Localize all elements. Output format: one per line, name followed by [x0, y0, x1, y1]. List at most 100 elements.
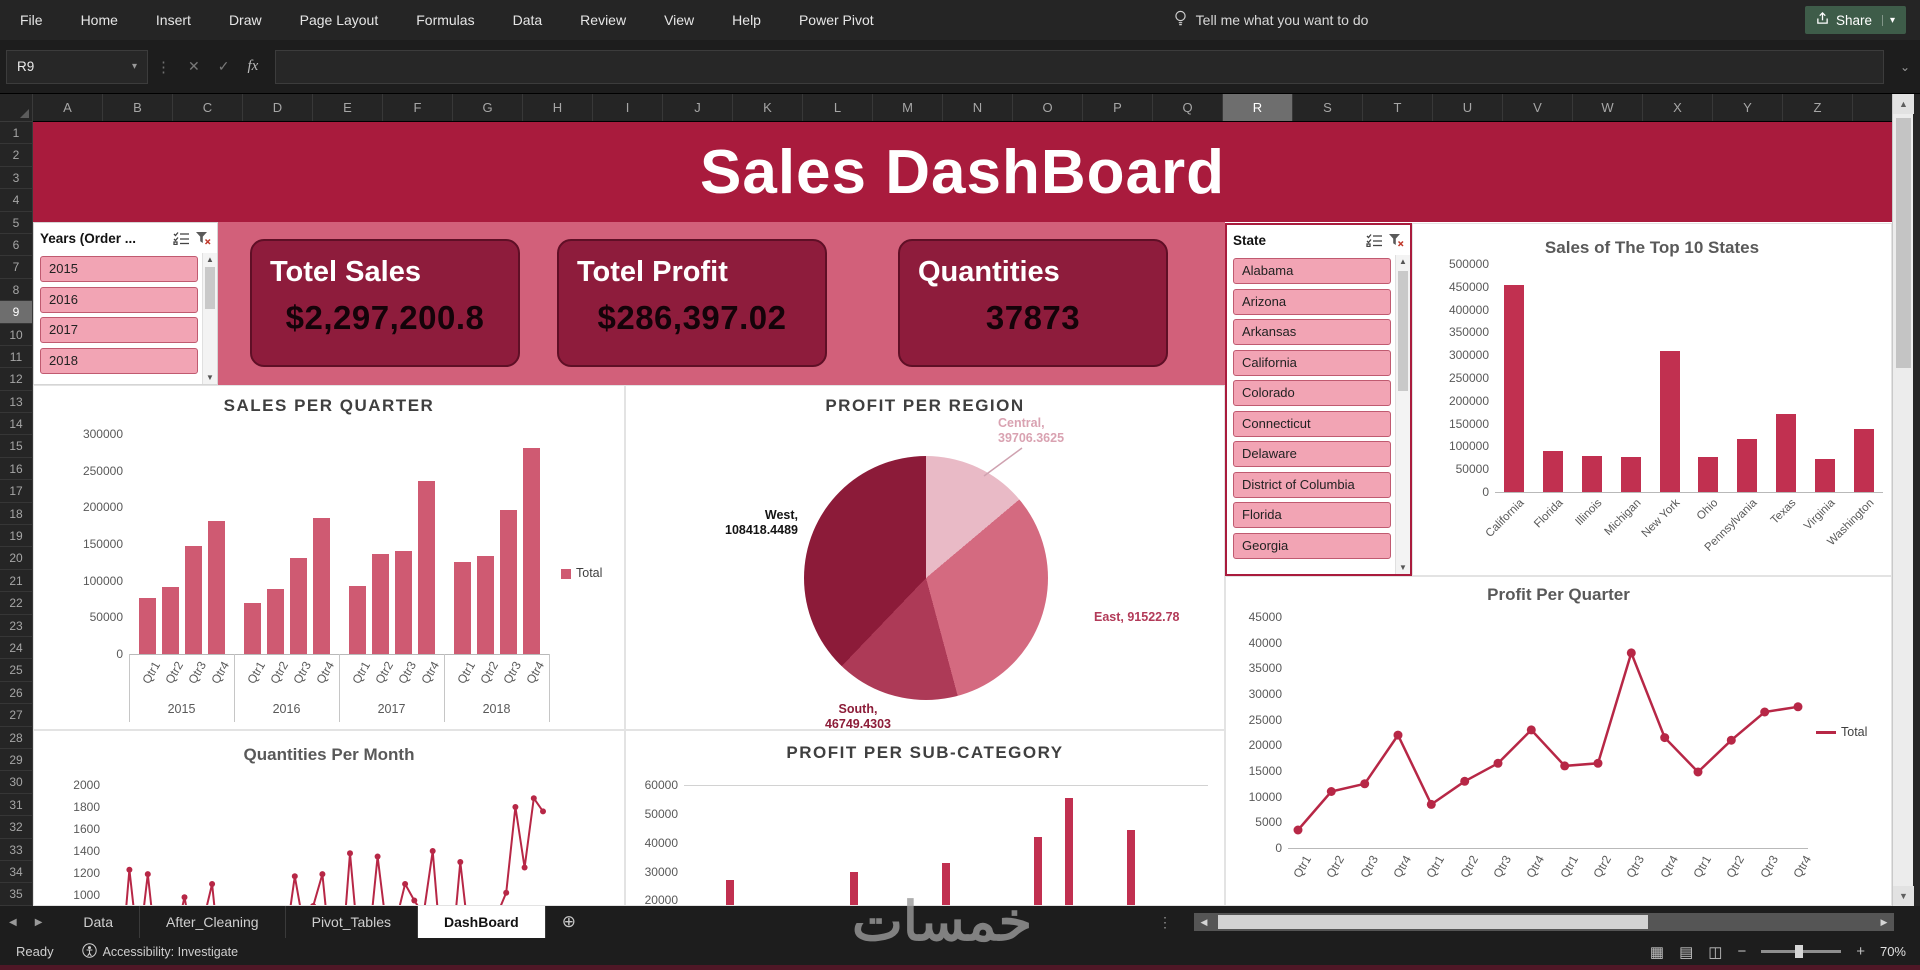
row-header-26[interactable]: 26 [0, 682, 32, 705]
column-header-G[interactable]: G [453, 94, 523, 121]
slicer-item-arkansas[interactable]: Arkansas [1233, 319, 1391, 345]
data-point[interactable] [1726, 735, 1736, 745]
column-header-W[interactable]: W [1573, 94, 1643, 121]
bar-qtr2[interactable] [476, 555, 494, 654]
bar-qtr4[interactable] [417, 480, 435, 654]
bar-florida[interactable] [1543, 450, 1564, 492]
slicer-item-connecticut[interactable]: Connecticut [1233, 410, 1391, 437]
menu-home[interactable]: Home [80, 12, 118, 28]
row-header-22[interactable]: 22 [0, 592, 32, 615]
data-point[interactable] [1493, 758, 1503, 768]
page-break-icon[interactable]: ◫ [1708, 943, 1723, 961]
data-point[interactable] [1393, 730, 1403, 740]
share-caret-icon[interactable]: ▾ [1881, 14, 1895, 26]
data-point[interactable] [291, 873, 298, 880]
column-header-X[interactable]: X [1643, 94, 1713, 121]
row-header-34[interactable]: 34 [0, 861, 32, 884]
column-header-H[interactable]: H [523, 94, 593, 121]
column-header-B[interactable]: B [103, 94, 173, 121]
name-box-caret-icon[interactable]: ▾ [131, 61, 137, 72]
data-point[interactable] [374, 853, 381, 860]
tab-dashboard[interactable]: DashBoard [418, 906, 546, 938]
chart-profit-per-subcategory[interactable]: PROFIT PER SUB-CATEGORY 60000 50000 40000 30… [625, 730, 1225, 906]
row-header-23[interactable]: 23 [0, 615, 32, 637]
column-header-E[interactable]: E [313, 94, 383, 121]
bar-california[interactable] [1504, 284, 1525, 492]
multiselect-icon[interactable] [1366, 233, 1383, 247]
menu-view[interactable]: View [664, 12, 695, 28]
data-point[interactable] [144, 871, 151, 878]
data-point[interactable] [1593, 758, 1603, 768]
bar-chairs[interactable] [849, 871, 858, 905]
data-point[interactable] [1293, 825, 1303, 835]
data-point[interactable] [411, 897, 418, 904]
data-point[interactable] [1560, 761, 1570, 771]
formula-bar-expand-icon[interactable]: ⌄ [1899, 59, 1910, 74]
chart-profit-per-quarter[interactable]: Profit Per Quarter 45000 40000 35000 30000 25… [1225, 576, 1892, 906]
data-point[interactable] [521, 864, 528, 871]
row-header-17[interactable]: 17 [0, 480, 32, 503]
scrollbar-track[interactable] [1214, 913, 1874, 931]
tabs-next-icon[interactable]: ▶ [34, 916, 43, 928]
column-header-U[interactable]: U [1433, 94, 1503, 121]
column-header-N[interactable]: N [943, 94, 1013, 121]
horizontal-scrollbar[interactable]: ◀ ▶ [1194, 913, 1894, 931]
bar-qtr4[interactable] [207, 521, 225, 654]
bar-qtr1[interactable] [138, 597, 156, 654]
column-header-F[interactable]: F [383, 94, 453, 121]
row-header-20[interactable]: 20 [0, 547, 32, 570]
slicer-item-2017[interactable]: 2017 [40, 317, 198, 343]
bar-appliances[interactable] [726, 880, 735, 905]
column-header-C[interactable]: C [173, 94, 243, 121]
column-header-V[interactable]: V [1503, 94, 1573, 121]
accessibility-status[interactable]: Accessibility: Investigate [81, 942, 238, 961]
bar-qtr1[interactable] [243, 602, 261, 654]
bar-washington[interactable] [1853, 429, 1874, 492]
slicer-item-colorado[interactable]: Colorado [1233, 380, 1391, 406]
slicer-item-arizona[interactable]: Arizona [1233, 288, 1391, 315]
bar-qtr3[interactable] [394, 550, 412, 654]
row-header-28[interactable]: 28 [0, 727, 32, 749]
row-header-19[interactable]: 19 [0, 525, 32, 548]
row-header-1[interactable]: 1 [0, 122, 32, 145]
zoom-in-icon[interactable]: + [1856, 943, 1865, 960]
bar-qtr3[interactable] [289, 557, 307, 654]
data-point[interactable] [402, 881, 409, 887]
column-header-D[interactable]: D [243, 94, 313, 121]
slicer-item-district-of-columbia[interactable]: District of Columbia [1233, 471, 1391, 498]
scroll-left-icon[interactable]: ◀ [1200, 916, 1208, 927]
bar-paper[interactable] [1065, 797, 1074, 905]
scroll-down-icon[interactable]: ▼ [1399, 563, 1407, 572]
bar-qtr1[interactable] [453, 561, 471, 654]
data-point[interactable] [1460, 776, 1470, 786]
tab-after-cleaning[interactable]: After_Cleaning [140, 906, 286, 938]
column-header-A[interactable]: A [33, 94, 103, 121]
menu-page-layout[interactable]: Page Layout [299, 12, 379, 28]
data-point[interactable] [503, 889, 510, 896]
data-point[interactable] [1693, 767, 1703, 777]
row-header-11[interactable]: 11 [0, 346, 32, 369]
menu-review[interactable]: Review [580, 12, 627, 28]
menu-file[interactable]: File [20, 12, 43, 28]
scrollbar-thumb[interactable] [1896, 118, 1911, 368]
insert-function-icon[interactable]: fx [247, 58, 259, 74]
column-header-M[interactable]: M [873, 94, 943, 121]
scroll-up-icon[interactable]: ▲ [206, 255, 214, 264]
data-point[interactable] [1626, 648, 1636, 658]
data-point[interactable] [1660, 733, 1670, 743]
column-header-P[interactable]: P [1083, 94, 1153, 121]
column-header-Q[interactable]: Q [1153, 94, 1223, 121]
bar-storage[interactable] [1126, 829, 1135, 905]
formula-input[interactable] [275, 49, 1884, 84]
bar-qtr2[interactable] [161, 586, 179, 654]
slicer-item-2016[interactable]: 2016 [40, 286, 198, 313]
bar-virginia[interactable] [1814, 459, 1835, 492]
row-header-13[interactable]: 13 [0, 391, 32, 414]
slicer-item-2015[interactable]: 2015 [40, 256, 198, 282]
row-header-14[interactable]: 14 [0, 413, 32, 436]
data-point[interactable] [1426, 799, 1436, 809]
clear-filter-icon[interactable] [195, 231, 211, 245]
column-header-S[interactable]: S [1293, 94, 1363, 121]
line-series[interactable] [34, 731, 624, 906]
clear-filter-icon[interactable] [1388, 233, 1404, 247]
